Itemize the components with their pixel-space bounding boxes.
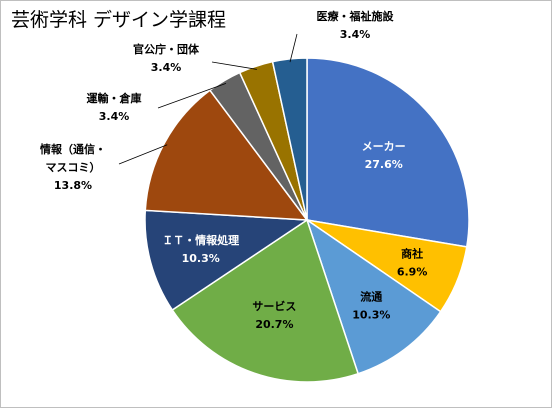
slice-value-label: 20.7% (255, 318, 293, 331)
slice-label: 情報（通信・ (40, 142, 106, 156)
pie-slice (271, 57, 308, 221)
leader-line (211, 61, 257, 70)
slice-value-label: 3.4% (151, 61, 182, 74)
slice-label: 官公庁・団体 (133, 42, 200, 56)
pie-slice (305, 218, 442, 375)
pie-slice (144, 89, 309, 221)
slice-label-group: 官公庁・団体 3.4% (133, 42, 200, 74)
slice-value-label: 3.4% (99, 110, 130, 123)
slice-label: サービス (252, 299, 296, 313)
slice-label-group: 商社 6.9% (397, 247, 428, 279)
leader-line (289, 33, 298, 63)
slice-value-label: 27.6% (365, 158, 403, 171)
slice-label-group: 医療・福祉施設 3.4% (317, 9, 395, 41)
slice-value-label: 3.4% (340, 28, 371, 41)
slice-label: ＩＴ・情報処理 (162, 233, 239, 247)
chart-title: 芸術学科 デザイン学課程 (11, 9, 227, 31)
slice-value-label: 10.3% (182, 252, 220, 265)
slice-value-label: 13.8% (54, 179, 92, 192)
pie-slice (306, 57, 470, 248)
slice-label: マスコミ） (46, 161, 101, 174)
slice-value-label: 6.9% (397, 266, 428, 279)
pie-slice (171, 218, 360, 383)
slice-label-group: 運輸・倉庫 3.4% (87, 91, 142, 123)
slice-label-group: メーカー 27.6% (362, 140, 406, 171)
slice-label-group: ＩＴ・情報処理 10.3% (162, 233, 239, 265)
leader-line (157, 83, 227, 109)
slice-value-label: 10.3% (352, 308, 390, 321)
slice-label: 流通 (360, 289, 382, 303)
slice-label: 運輸・倉庫 (87, 91, 142, 105)
slice-label: メーカー (362, 140, 406, 153)
pie-slice (144, 209, 310, 311)
slice-label-group: 流通 10.3% (352, 289, 390, 321)
slice-label-group: サービス 20.7% (252, 299, 296, 331)
slice-label: 医療・福祉施設 (317, 9, 395, 23)
slice-label: 商社 (401, 247, 423, 261)
slice-label-group: 情報（通信・マスコミ） 13.8% (40, 142, 106, 192)
leader-line (118, 144, 168, 165)
